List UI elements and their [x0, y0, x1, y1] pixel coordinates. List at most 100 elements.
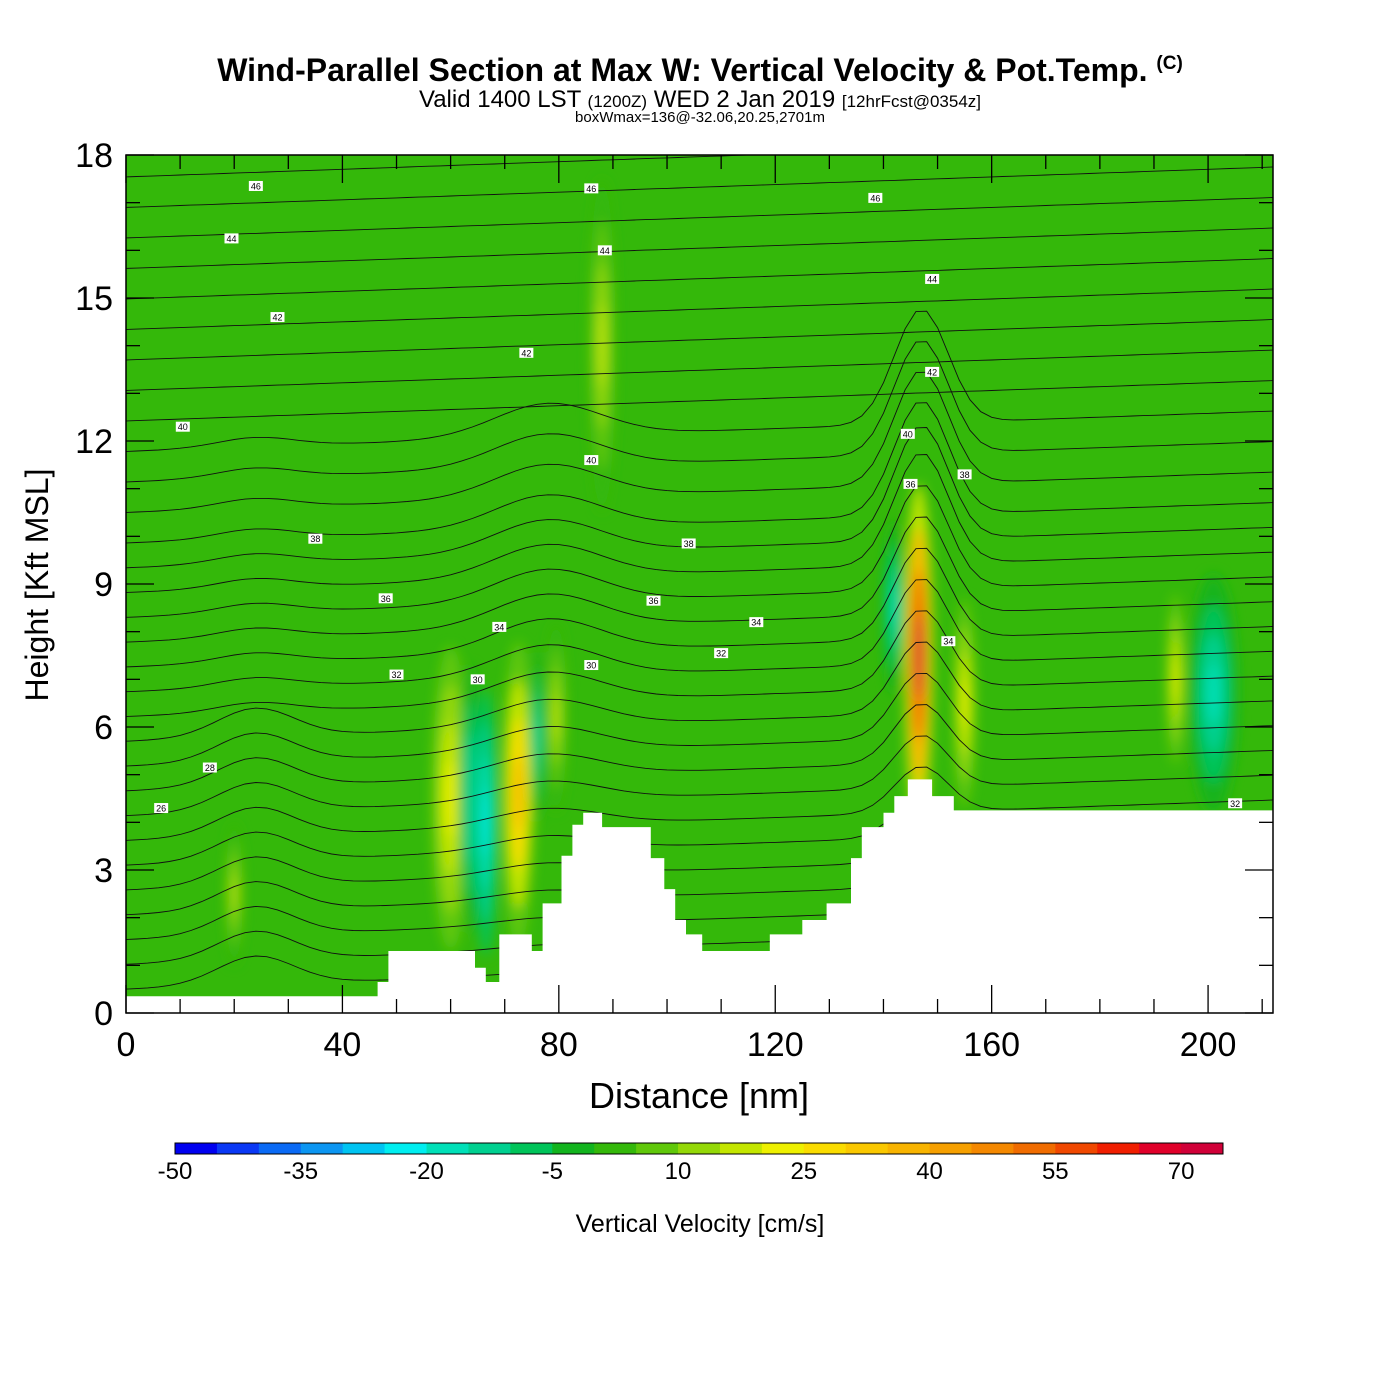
- colorbar-swatch: [175, 1143, 218, 1154]
- contour-labels: 46 46 46 44 44 44 42 42 42 40 40 40 38 38 38 36 36 36 34 34…: [154, 180, 1243, 814]
- theta-label-box: [470, 674, 485, 685]
- y-tick-label: 18: [75, 137, 113, 175]
- theta-label-text: 38: [310, 534, 320, 544]
- colorbar-swatch: [258, 1143, 302, 1154]
- theta-contour: [126, 341, 1273, 483]
- theta-label-text: 30: [586, 661, 596, 671]
- theta-label-text: 44: [927, 274, 937, 284]
- theta-contour: [126, 579, 1273, 693]
- y-tick-label: 3: [94, 852, 113, 890]
- theta-label-box: [202, 762, 217, 773]
- theta-label-box: [584, 183, 599, 194]
- theta-label-text: 26: [156, 804, 166, 814]
- theta-label-box: [681, 538, 696, 549]
- theta-label-box: [584, 455, 599, 466]
- theta-contour: [126, 735, 1273, 817]
- colorbar-swatch: [342, 1143, 386, 1154]
- colorbar-swatch: [594, 1143, 637, 1154]
- wv-cell-5-3: [553, 693, 559, 742]
- theta-label-text: 36: [649, 596, 659, 606]
- theta-contour: [126, 319, 1273, 361]
- colorbar-tick-label: 70: [1167, 1158, 1195, 1185]
- wv-cell-9-3: [961, 676, 968, 730]
- theta-label-16: 36: [646, 595, 661, 606]
- theta-label-box: [519, 347, 534, 358]
- theta-label-3: 44: [224, 233, 239, 244]
- theta-label-text: 42: [272, 313, 282, 323]
- theta-label-18: 34: [492, 621, 507, 632]
- theta-label-text: 30: [473, 675, 483, 685]
- y-tick-label: 15: [75, 280, 113, 318]
- theta-contour: [126, 258, 1273, 300]
- theta-label-text: 40: [903, 429, 913, 439]
- theta-label-4: 44: [597, 245, 612, 256]
- theta-label-10: 40: [584, 455, 599, 466]
- colorbar-swatch: [216, 1143, 260, 1154]
- colorbar-swatch: [1013, 1143, 1056, 1154]
- theta-label-box: [270, 312, 285, 323]
- colorbar-swatch: [761, 1143, 805, 1154]
- theta-label-box: [389, 669, 404, 680]
- theta-label-box: [224, 233, 239, 244]
- colorbar: [174, 1142, 1224, 1155]
- wv-cell-12-3: [232, 875, 237, 912]
- x-tick-label: 200: [1180, 1026, 1237, 1064]
- wv-cell-0-3: [445, 760, 456, 837]
- x-tick-label: 80: [540, 1026, 578, 1064]
- colorbar-swatch: [971, 1143, 1014, 1154]
- theta-contour: [126, 454, 1273, 593]
- theta-label-8: 42: [925, 366, 940, 377]
- theta-label-box: [492, 621, 507, 632]
- colorbar-swatch: [678, 1143, 721, 1154]
- theta-label-24: 30: [470, 674, 485, 685]
- potential-temperature-contours: [126, 155, 1273, 990]
- theta-contour: [126, 641, 1273, 742]
- wv-cell-4-3: [535, 715, 539, 758]
- theta-label-13: 38: [681, 538, 696, 549]
- theta-label-text: 38: [684, 539, 694, 549]
- theta-label-box: [925, 273, 940, 284]
- colorbar-tick-label: -50: [157, 1158, 193, 1185]
- colorbar-swatch: [1181, 1143, 1224, 1154]
- colorbar-swatch: [636, 1143, 679, 1154]
- theta-label-text: 46: [870, 193, 880, 203]
- terrain: [126, 779, 1273, 1013]
- wv-cell-11-3: [1207, 663, 1220, 724]
- theta-label-box: [900, 428, 915, 439]
- chart-title: Wind-Parallel Section at Max W: Vertical…: [217, 52, 1183, 88]
- theta-label-text: 40: [586, 456, 596, 466]
- colorbar-swatch: [426, 1143, 469, 1154]
- theta-label-box: [308, 533, 323, 544]
- theta-label-26: 28: [202, 762, 217, 773]
- colorbar-swatch: [552, 1143, 595, 1154]
- theta-label-text: 28: [205, 763, 215, 773]
- theta-contour: [126, 166, 1273, 208]
- theta-label-21: 32: [389, 669, 404, 680]
- theta-label-box: [957, 469, 972, 480]
- colorbar-tick-label: -35: [283, 1158, 319, 1185]
- theta-label-0: 46: [248, 180, 263, 191]
- theta-label-25: 30: [584, 660, 599, 671]
- theta-contour: [126, 371, 1273, 513]
- wv-cell-3-3: [514, 755, 523, 832]
- theta-contour: [126, 672, 1273, 767]
- theta-contour: [126, 485, 1273, 618]
- theta-label-2: 46: [868, 192, 883, 203]
- theta-contour: [126, 766, 1273, 841]
- chart-subtitle: Valid 1400 LST (1200Z) WED 2 Jan 2019 [1…: [418, 86, 982, 113]
- colorbar-outline: [174, 1142, 1224, 1155]
- theta-label-box: [175, 421, 190, 432]
- wv-cell-2-3: [483, 788, 489, 856]
- theta-label-text: 34: [751, 618, 761, 628]
- theta-contour: [126, 155, 761, 178]
- theta-label-22: 32: [714, 648, 729, 659]
- theta-label-text: 36: [905, 479, 915, 489]
- theta-label-7: 42: [519, 347, 534, 358]
- theta-contour: [126, 197, 1273, 239]
- copyright-mark: (C): [1156, 53, 1183, 74]
- theta-label-box: [646, 595, 661, 606]
- theta-contour: [126, 402, 1273, 544]
- theta-label-box: [925, 366, 940, 377]
- x-tick-label: 120: [747, 1026, 804, 1064]
